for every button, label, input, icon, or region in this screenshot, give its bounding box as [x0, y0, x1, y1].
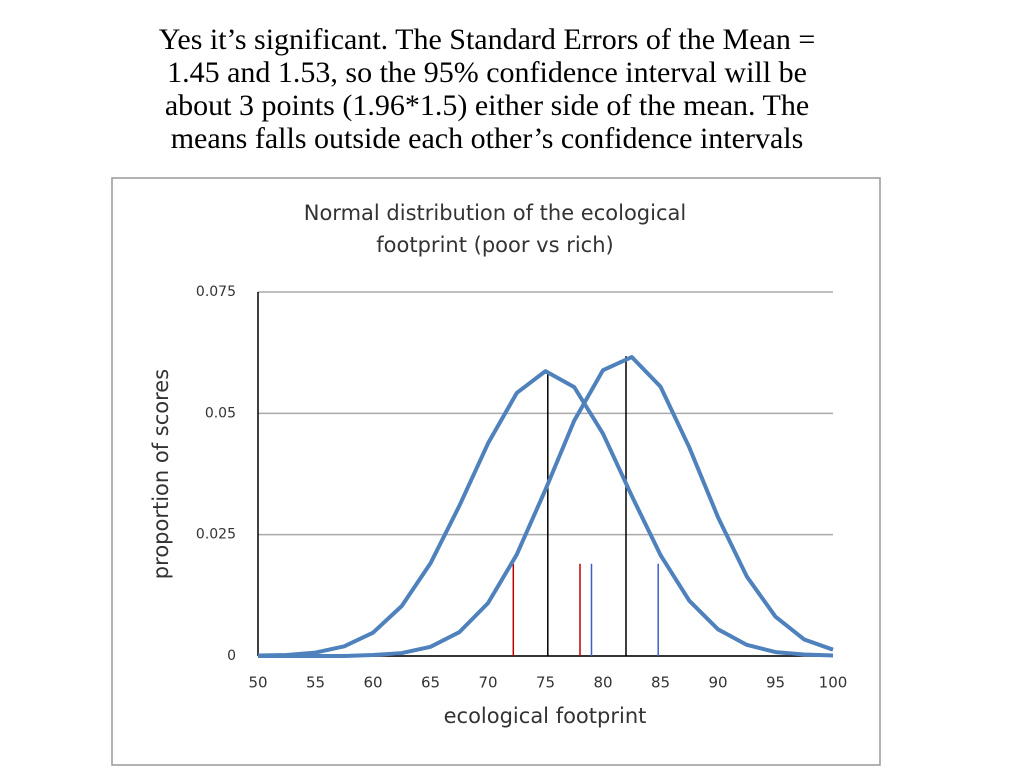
slide-text: 1.45 and 1.53, so the 95% confidence int…	[167, 56, 807, 89]
x-tick-label: 60	[363, 674, 382, 692]
chart-frame	[111, 177, 881, 766]
x-tick-label: 70	[478, 674, 497, 692]
x-tick-label: 65	[421, 674, 440, 692]
x-tick-label: 85	[651, 674, 670, 692]
x-tick-label: 95	[766, 674, 785, 692]
chart-title: footprint (poor vs rich)	[376, 233, 613, 257]
y-axis-label: proportion of scores	[149, 369, 173, 579]
chart-title: Normal distribution of the ecological	[304, 201, 686, 225]
slide-text: about 3 points (1.96*1.5) either side of…	[165, 89, 809, 122]
curve	[258, 355, 834, 658]
y-tick-label: 0	[227, 648, 236, 664]
y-tick-label: 0.05	[205, 405, 236, 421]
y-tick-label: 0.025	[196, 527, 236, 543]
x-tick-label: 100	[819, 674, 848, 692]
x-tick-label: 80	[593, 674, 612, 692]
x-tick-label: 50	[248, 674, 267, 692]
x-tick-label: 90	[708, 674, 727, 692]
slide-text: Yes it’s significant. The Standard Error…	[159, 23, 816, 56]
x-tick-label: 75	[536, 674, 555, 692]
slide-text: means falls outside each other’s confide…	[171, 122, 804, 155]
x-axis-label: ecological footprint	[444, 704, 647, 728]
curve	[257, 369, 834, 658]
x-tick-label: 55	[306, 674, 325, 692]
y-tick-label: 0.075	[196, 284, 236, 300]
